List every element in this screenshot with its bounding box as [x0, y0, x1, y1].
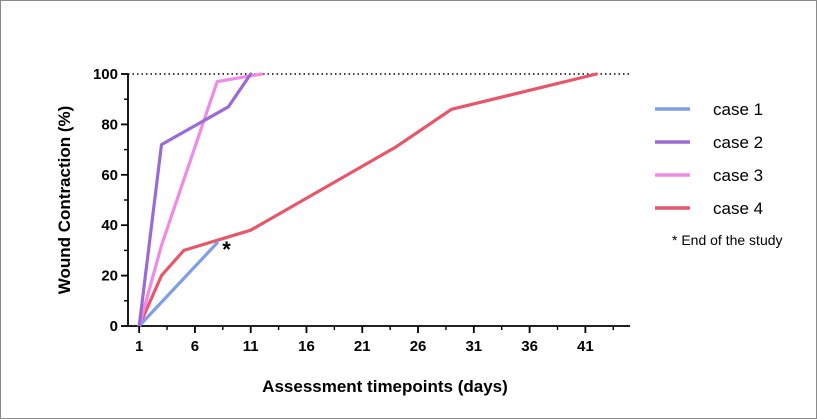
x-tick-label: 11: [243, 338, 259, 355]
y-tick-label: 80: [101, 116, 118, 133]
y-tick-label: 60: [101, 167, 118, 184]
legend-label: case 1: [713, 100, 763, 119]
x-tick-label: 36: [521, 338, 538, 355]
legend-label: case 2: [713, 133, 763, 152]
series-line-case-2: [137, 72, 253, 328]
legend-item-case-3: case 3: [655, 166, 763, 185]
x-tick-label: 31: [465, 338, 482, 355]
legend-item-case-1: case 1: [655, 100, 763, 119]
x-tick-label: 21: [354, 338, 371, 355]
legend-item-case-2: case 2: [655, 133, 763, 152]
y-axis-label: Wound Contraction (%): [55, 106, 74, 295]
legend-label: case 4: [713, 199, 763, 218]
series-line-case-4: [137, 72, 599, 328]
y-tick-label: 0: [110, 318, 118, 335]
series-line-case-3: [137, 72, 264, 328]
legend-label: case 3: [713, 166, 763, 185]
legend-item-case-4: case 4: [655, 199, 763, 218]
y-tick-label: 100: [93, 66, 118, 83]
x-tick-label: 1: [135, 338, 143, 355]
footnote-end-of-study: * End of the study: [672, 232, 783, 248]
x-axis-label: Assessment timepoints (days): [262, 377, 508, 396]
x-tick-label: 16: [298, 338, 315, 355]
x-tick-label: 6: [191, 338, 199, 355]
x-tick-label: 26: [410, 338, 427, 355]
y-tick-label: 40: [101, 217, 118, 234]
x-tick-label: 41: [577, 338, 594, 355]
y-tick-label: 20: [101, 268, 118, 285]
end-of-study-marker: *: [222, 237, 231, 262]
series-line-case-1: [137, 241, 219, 328]
